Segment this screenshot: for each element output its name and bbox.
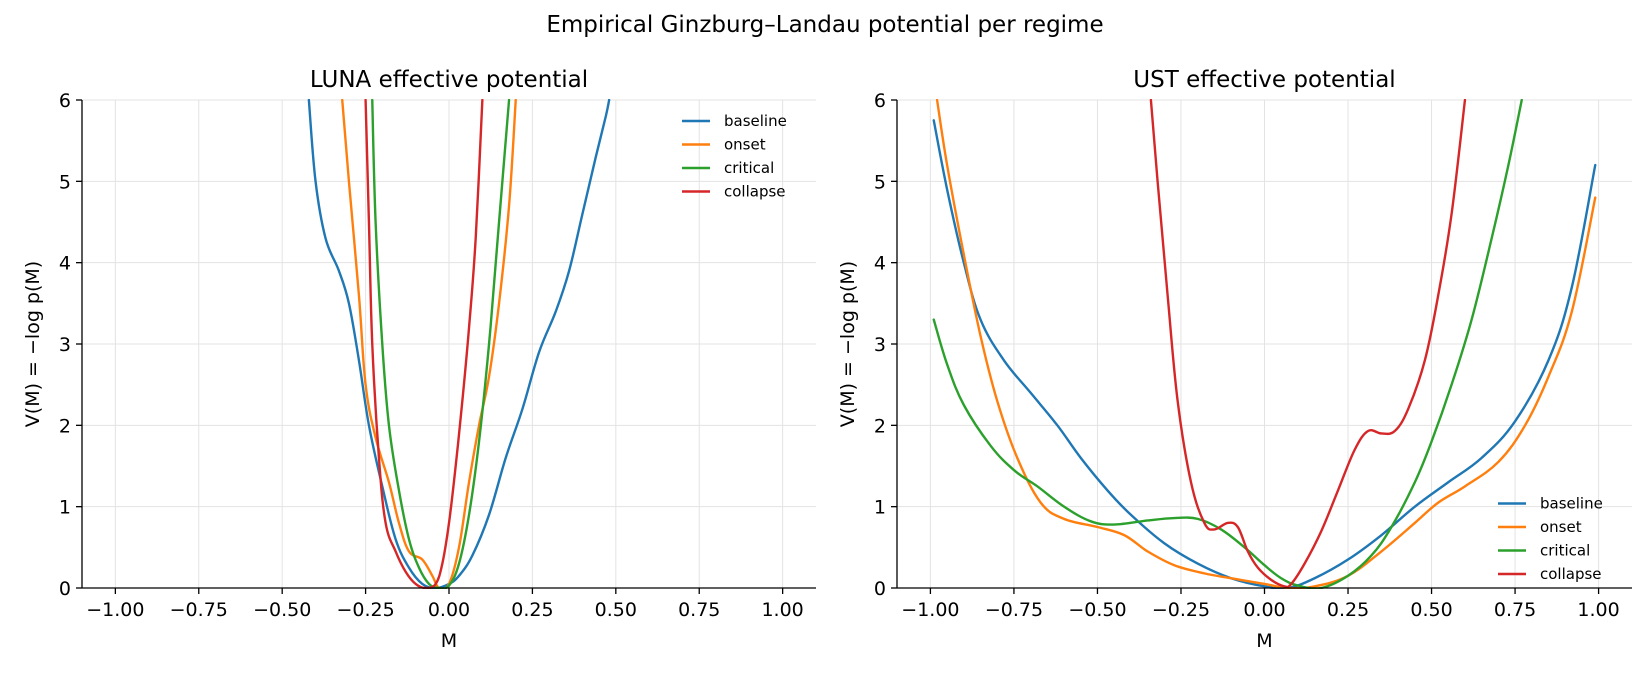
series-line-onset [935, 99, 1597, 589]
y-tick-label: 4 [59, 253, 71, 275]
series-line-collapse [1149, 99, 1467, 589]
x-tick-label: −0.75 [170, 599, 228, 621]
legend: baseline onset critical collapse [682, 112, 787, 201]
x-tick-label: −1.00 [901, 599, 959, 621]
y-tick-label: 5 [874, 171, 886, 193]
panel-title: LUNA effective potential [310, 67, 588, 93]
y-tick-label: 1 [59, 497, 71, 519]
x-tick-label: −0.25 [1152, 599, 1210, 621]
legend: baseline onset critical collapse [1498, 495, 1603, 583]
x-tick-label: 1.00 [761, 599, 803, 621]
x-tick-label: −1.00 [86, 599, 144, 621]
y-tick-label: 4 [874, 253, 886, 275]
y-tick-label: 3 [874, 334, 886, 356]
x-tick-label: −0.50 [1068, 599, 1126, 621]
x-tick-label: 0.25 [511, 599, 553, 621]
x-tick-label: 1.00 [1577, 599, 1619, 621]
panel-title: UST effective potential [1133, 67, 1395, 93]
legend-label-collapse: collapse [1540, 565, 1602, 583]
x-tick-label: 0.00 [1243, 599, 1285, 621]
x-tick-label: 0.00 [428, 599, 470, 621]
x-tick-label: 0.50 [1410, 599, 1452, 621]
y-tick-label: 6 [874, 90, 886, 112]
y-tick-label: 2 [59, 415, 71, 437]
legend-label-baseline: baseline [724, 112, 787, 130]
x-tick-label: 0.75 [678, 599, 720, 621]
x-tick-label: −0.25 [336, 599, 394, 621]
x-tick-label: −0.50 [253, 599, 311, 621]
legend-label-critical: critical [724, 159, 774, 177]
legend-label-baseline: baseline [1540, 495, 1603, 513]
series-group [307, 99, 611, 589]
legend-label-critical: critical [1540, 542, 1590, 560]
panel-luna: −1.00 −0.75 −0.50 −0.25 0.00 0.25 0.50 0.75 1.00… [22, 67, 816, 652]
x-tick-label: 0.75 [1494, 599, 1536, 621]
x-axis-label: M [1256, 630, 1272, 652]
y-tick-label: 3 [59, 334, 71, 356]
y-axis-label: V(M) = −log p(M) [837, 261, 859, 427]
y-tick-label: 0 [59, 578, 71, 600]
y-axis-label: V(M) = −log p(M) [22, 261, 44, 427]
figure-title: Empirical Ginzburg–Landau potential per … [546, 12, 1103, 38]
y-tick-label: 5 [59, 171, 71, 193]
series-line-critical [932, 99, 1523, 589]
panel-ust: −1.00 −0.75 −0.50 −0.25 0.00 0.25 0.50 0.75 1.00… [837, 67, 1632, 652]
legend-label-collapse: collapse [724, 183, 786, 201]
x-tick-label: 0.50 [595, 599, 637, 621]
x-tick-label: −0.75 [985, 599, 1043, 621]
y-tick-label: 2 [874, 415, 886, 437]
x-tick-label: 0.25 [1327, 599, 1369, 621]
y-tick-label: 0 [874, 578, 886, 600]
legend-label-onset: onset [1540, 518, 1582, 536]
series-group [932, 99, 1597, 589]
legend-label-onset: onset [724, 136, 766, 154]
x-axis-label: M [441, 630, 457, 652]
y-tick-label: 6 [59, 90, 71, 112]
y-tick-label: 1 [874, 497, 886, 519]
series-line-onset [341, 99, 517, 589]
